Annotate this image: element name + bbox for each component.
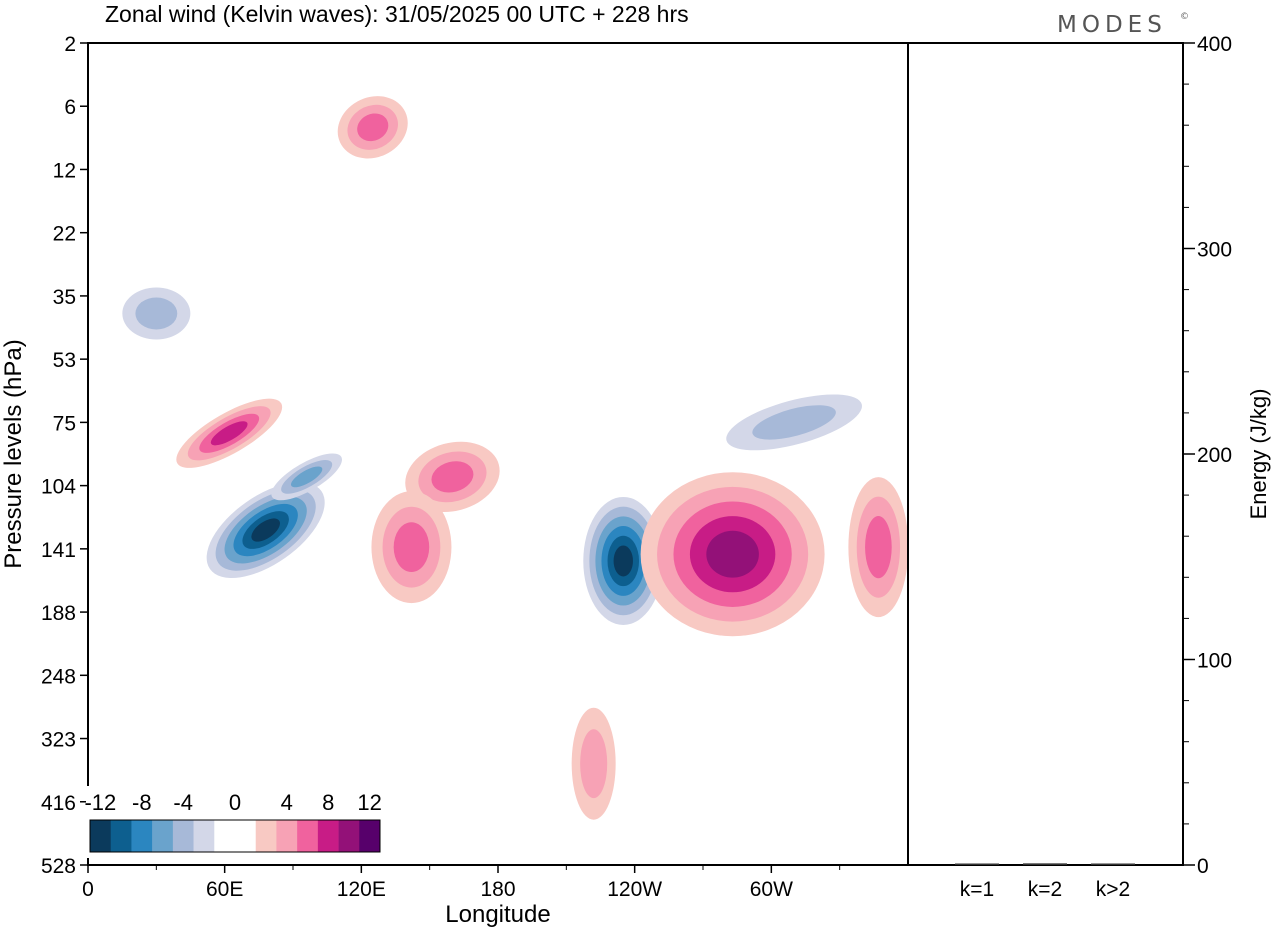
y-tick-label: 22: [53, 223, 76, 246]
y-tick-label: 6: [64, 96, 76, 119]
y-tick-label: 2: [64, 33, 76, 56]
energy-bar: [955, 863, 999, 865]
y-tick-label: 528: [41, 855, 76, 878]
kelvin-wave-hovmoller: [122, 96, 908, 820]
colorbar-swatch: [214, 820, 236, 852]
energy-category-label: k=2: [1028, 878, 1062, 901]
anomaly-pos-5-band-3: [210, 421, 248, 446]
anomaly-pos-6-band-2: [431, 461, 474, 493]
energy-frame: [907, 42, 1184, 866]
y-tick-label: 35: [53, 286, 76, 309]
colorbar-swatch: [152, 820, 174, 852]
colorbar: -12 -8 -4 0 4 8 12: [84, 786, 384, 858]
energy-tick-label: 200: [1197, 444, 1232, 467]
colorbar-tick-label: 0: [229, 790, 241, 815]
energy-tick-label: 400: [1197, 33, 1232, 56]
colorbar-swatch: [90, 820, 112, 852]
colorbar-swatch: [338, 820, 360, 852]
x-tick-label: 60W: [750, 878, 793, 901]
energy-bar: [1023, 863, 1067, 865]
modes-logo: MODES: [1057, 12, 1167, 38]
anomaly-pos-7-band-2: [393, 522, 430, 573]
energy-category-label: k>2: [1096, 878, 1130, 901]
x-tick-label: 0: [82, 878, 94, 901]
y-tick-label: 248: [41, 665, 76, 688]
y-tick-label: 12: [53, 159, 76, 182]
y-tick-label: 75: [53, 412, 76, 435]
x-axis: 0 60E 120E 180 120W 60W: [82, 865, 841, 901]
colorbar-swatch: [193, 820, 215, 852]
energy-category-label: k=1: [960, 878, 994, 901]
colorbar-tick-label: -8: [132, 790, 152, 815]
anomaly-pos-9-band-2: [865, 516, 892, 579]
colorbar-frame: [89, 819, 381, 853]
anomaly-neg-2-band-5: [613, 545, 633, 577]
colorbar-swatch: [131, 820, 153, 852]
anomaly-pos-11-band-2: [357, 113, 389, 142]
anomaly-pos-10-band-1: [580, 729, 608, 799]
anomaly-neg-0-band-5: [251, 518, 280, 542]
anomaly-neg-1-band-2: [290, 466, 323, 488]
energy-tick-label: 300: [1197, 239, 1232, 262]
x-tick-label: 60E: [206, 878, 243, 901]
x-tick-label: 120E: [337, 878, 386, 901]
colorbar-tick-label: 4: [281, 790, 293, 815]
y-axis: 2 6 12 22 35 53 75 104 141 188 248 323 416 528: [41, 33, 88, 878]
anomaly-pos-8-band-4: [706, 530, 759, 578]
energy-tick-label: 0: [1197, 855, 1209, 878]
colorbar-swatch: [255, 820, 277, 852]
y-tick-label: 416: [41, 792, 76, 815]
x-axis-label: Longitude: [445, 901, 550, 928]
colorbar-tick-label: -4: [173, 790, 193, 815]
energy-bar-chart: 0 100 200 300 400 k=1 k=2 k>2: [955, 33, 1232, 901]
colorbar-swatch: [317, 820, 339, 852]
anomaly-neg-4-band-1: [752, 405, 836, 440]
energy-axis-label: Energy (J/kg): [1246, 389, 1271, 520]
anomaly-neg-3-band-1: [135, 297, 178, 330]
colorbar-tick-label: 8: [322, 790, 334, 815]
y-tick-label: 53: [53, 349, 76, 372]
y-axis-label: Pressure levels (hPa): [0, 339, 27, 568]
colorbar-swatch: [235, 820, 257, 852]
y-tick-label: 323: [41, 729, 76, 752]
chart-title: Zonal wind (Kelvin waves): 31/05/2025 00…: [105, 1, 689, 27]
colorbar-swatch: [110, 820, 132, 852]
colorbar-swatch: [276, 820, 298, 852]
colorbar-tick-label: -12: [84, 790, 116, 815]
y-tick-label: 188: [41, 602, 76, 625]
y-tick-label: 141: [41, 539, 76, 562]
colorbar-swatch: [172, 820, 194, 852]
energy-tick-label: 100: [1197, 650, 1232, 673]
colorbar-swatch: [359, 820, 381, 852]
energy-bar: [1091, 863, 1135, 865]
y-tick-label: 104: [41, 476, 76, 499]
colorbar-swatch: [297, 820, 319, 852]
modes-logo-mark: ©: [1180, 12, 1194, 22]
x-tick-label: 180: [480, 878, 515, 901]
colorbar-tick-label: 12: [357, 790, 381, 815]
x-tick-label: 120W: [607, 878, 662, 901]
